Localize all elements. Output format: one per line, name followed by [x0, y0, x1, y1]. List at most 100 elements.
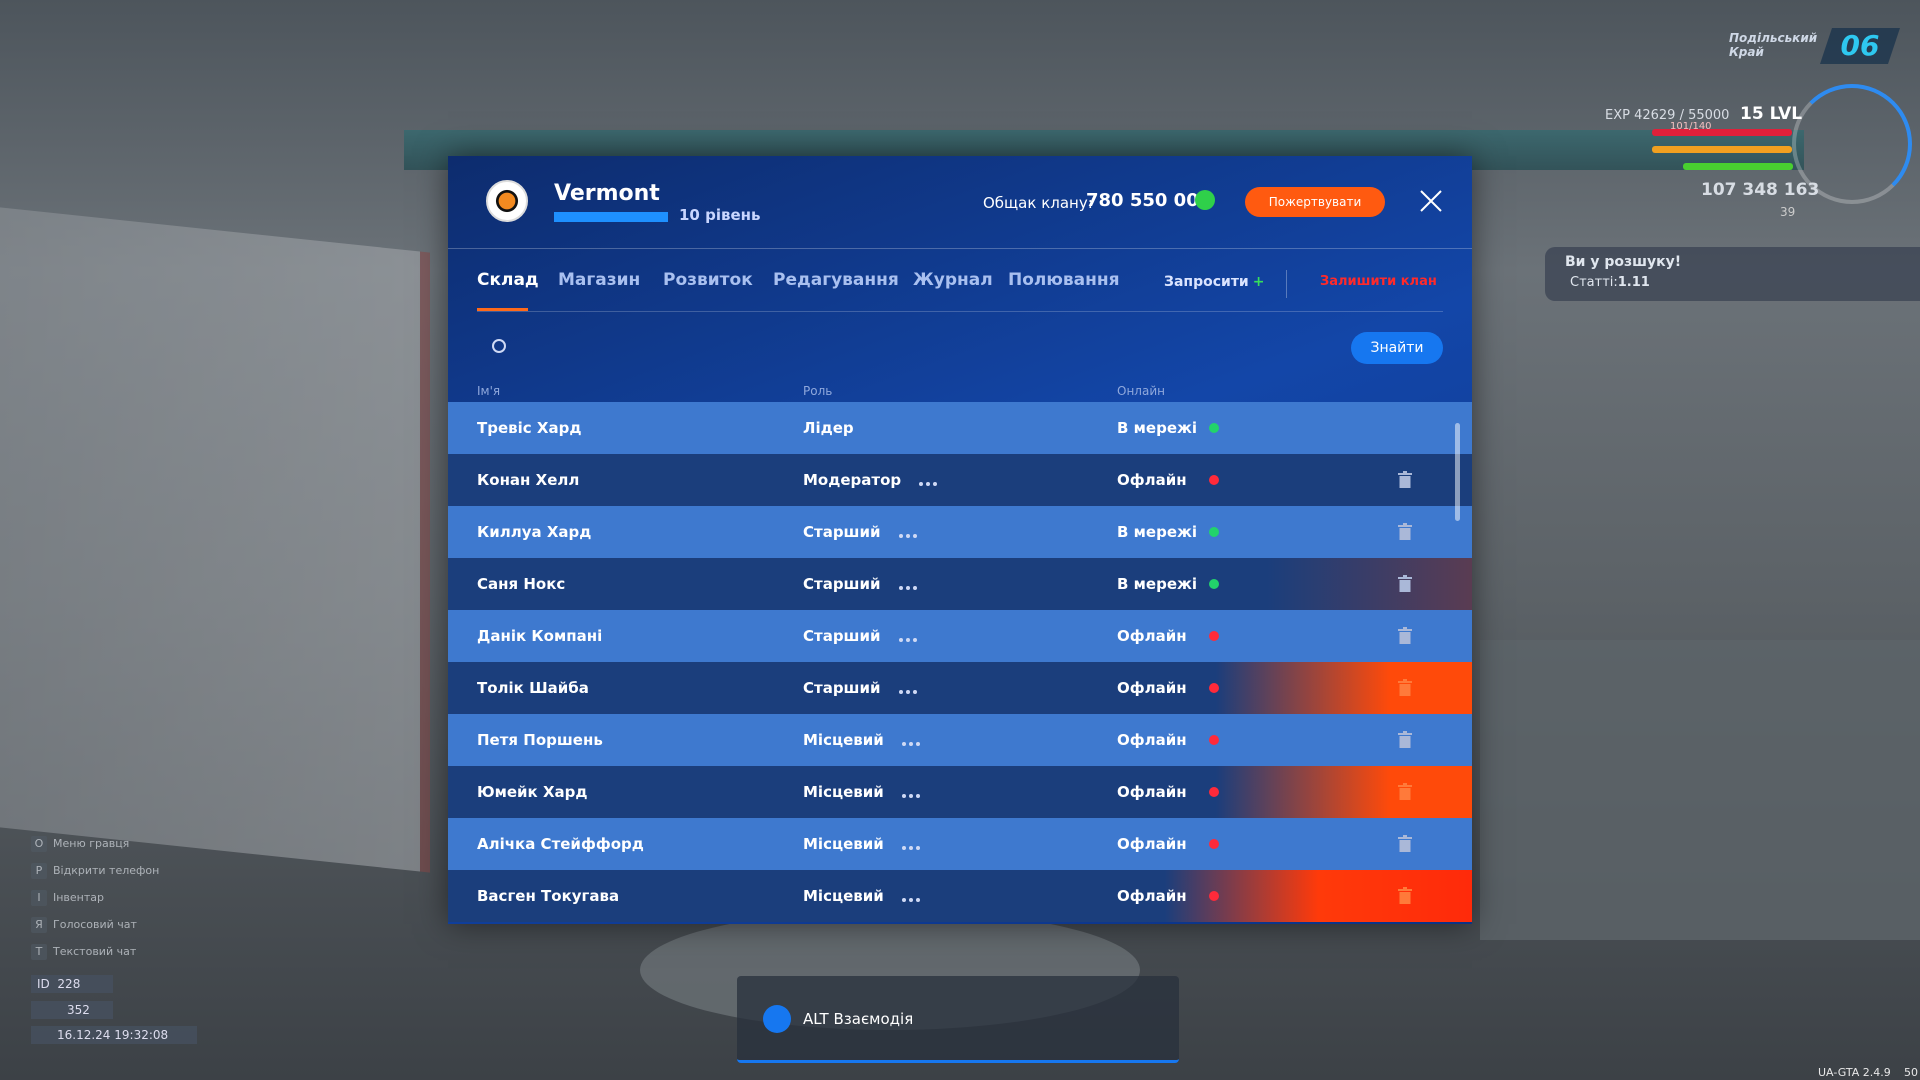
delete-button[interactable] — [1398, 627, 1412, 648]
close-button[interactable] — [1418, 188, 1444, 214]
tab[interactable]: Склад — [477, 270, 539, 290]
player-id: ID 228 — [31, 975, 113, 993]
leave-button[interactable]: Залишити клан — [1320, 274, 1437, 289]
role-menu[interactable] — [919, 455, 940, 507]
tab-separator — [477, 311, 1443, 312]
id-label: ID — [37, 977, 50, 991]
status-dot — [1209, 787, 1219, 797]
scene-wall — [0, 207, 430, 873]
search-icon[interactable] — [492, 339, 506, 353]
interaction-box: ALT Взаємодія — [737, 976, 1179, 1063]
level: 15 LVL — [1740, 104, 1803, 124]
member-role: Місцевий — [803, 783, 884, 801]
member-name: Толік Шайба — [477, 679, 589, 697]
member-status: Офлайн — [1117, 731, 1187, 749]
delete-button[interactable] — [1398, 471, 1412, 492]
role-menu[interactable] — [901, 819, 923, 871]
status-dot — [1209, 579, 1219, 589]
tab[interactable]: Редагування — [773, 270, 899, 290]
id: 228 — [57, 977, 81, 991]
wanted-title: Ви у розшуку! — [1565, 254, 1682, 270]
online-count: 352 — [31, 1001, 113, 1019]
member-status: Офлайн — [1117, 887, 1187, 905]
role-menu[interactable] — [901, 767, 923, 819]
search-button[interactable]: Знайти — [1351, 332, 1443, 364]
hint-key: T — [31, 944, 47, 960]
health-bar — [1652, 129, 1792, 136]
clan-name: Vermont — [554, 181, 660, 206]
member-name: Юмейк Хард — [477, 783, 588, 801]
clan-level: 10 рівень — [679, 206, 761, 224]
coin-icon — [1195, 190, 1215, 210]
wanted-articles: Статті:1.11 — [1570, 275, 1650, 290]
status-dot — [1209, 527, 1219, 537]
delete-button[interactable] — [1398, 523, 1412, 544]
key-hint: Я Голосовий чат — [31, 917, 137, 933]
role-menu[interactable] — [901, 871, 923, 923]
version: UA-GTA 2.4.9 — [1818, 1066, 1891, 1079]
scrollbar[interactable] — [1455, 423, 1460, 521]
member-role-cell: Старший — [803, 662, 920, 715]
exp: EXP 42629 / 55000 — [1605, 108, 1730, 123]
member-role: Місцевий — [803, 731, 884, 749]
invite-button[interactable]: Запросити + — [1164, 274, 1264, 290]
hint-key: I — [31, 890, 47, 906]
hint-label: Текстовий чат — [53, 945, 137, 958]
member-name: Данік Компані — [477, 627, 603, 645]
clan-panel: Vermont 10 рівень Общак клану: 780 550 0… — [448, 156, 1472, 924]
delete-button[interactable] — [1398, 679, 1412, 700]
hint-label: Відкрити телефон — [53, 864, 160, 877]
member-row: Васген Токугава Місцевий Офлайн — [448, 870, 1472, 922]
hint-key: P — [31, 863, 47, 879]
delete-button[interactable] — [1398, 835, 1412, 856]
member-role: Модератор — [803, 471, 902, 489]
member-role-cell: Старший — [803, 506, 920, 559]
hunger-bar — [1652, 146, 1792, 153]
donate-button[interactable]: Пожертвувати — [1245, 187, 1385, 217]
column-header: Роль — [803, 384, 833, 398]
role-menu[interactable] — [898, 507, 920, 559]
datetime: 16.12.24 19:32:08 — [31, 1026, 197, 1044]
tab[interactable]: Полювання — [1008, 270, 1120, 290]
member-status: Офлайн — [1117, 783, 1187, 801]
member-role: Лідер — [803, 419, 854, 437]
member-name: Алічка Стейффорд — [477, 835, 644, 853]
member-role-cell: Місцевий — [803, 870, 923, 923]
articles-label: Статті: — [1570, 275, 1618, 290]
delete-button[interactable] — [1398, 783, 1412, 804]
tab[interactable]: Журнал — [913, 270, 993, 290]
delete-button[interactable] — [1398, 575, 1412, 596]
column-header: Онлайн — [1117, 384, 1165, 398]
delete-button[interactable] — [1398, 887, 1412, 908]
role-menu[interactable] — [898, 611, 920, 663]
member-role-cell: Модератор — [803, 454, 940, 507]
hint-label: Голосовий чат — [53, 918, 137, 931]
tab[interactable]: Магазин — [558, 270, 641, 290]
status-dot — [1209, 475, 1219, 485]
hud-ring — [1792, 84, 1912, 204]
role-menu[interactable] — [898, 663, 920, 715]
clan-logo — [486, 180, 528, 222]
member-role-cell: Старший — [803, 558, 920, 611]
member-row: Толік Шайба Старший Офлайн — [448, 662, 1472, 714]
delete-button[interactable] — [1398, 731, 1412, 752]
role-menu[interactable] — [901, 715, 923, 767]
member-status: Офлайн — [1117, 471, 1187, 489]
status-dot — [1209, 839, 1219, 849]
health: 101/140 — [1670, 121, 1712, 132]
member-role: Місцевий — [803, 835, 884, 853]
money: 107 348 163 — [1701, 180, 1820, 200]
header-separator — [448, 248, 1472, 249]
member-name: Конан Хелл — [477, 471, 580, 489]
status-dot — [1209, 891, 1219, 901]
member-name: Васген Токугава — [477, 887, 620, 905]
member-name: Саня Нокс — [477, 575, 566, 593]
member-row: Саня Нокс Старший В мережі — [448, 558, 1472, 610]
member-role-cell: Старший — [803, 610, 920, 663]
tab[interactable]: Розвиток — [663, 270, 753, 290]
role-menu[interactable] — [898, 559, 920, 611]
member-role: Місцевий — [803, 887, 884, 905]
member-name: Петя Поршень — [477, 731, 603, 749]
